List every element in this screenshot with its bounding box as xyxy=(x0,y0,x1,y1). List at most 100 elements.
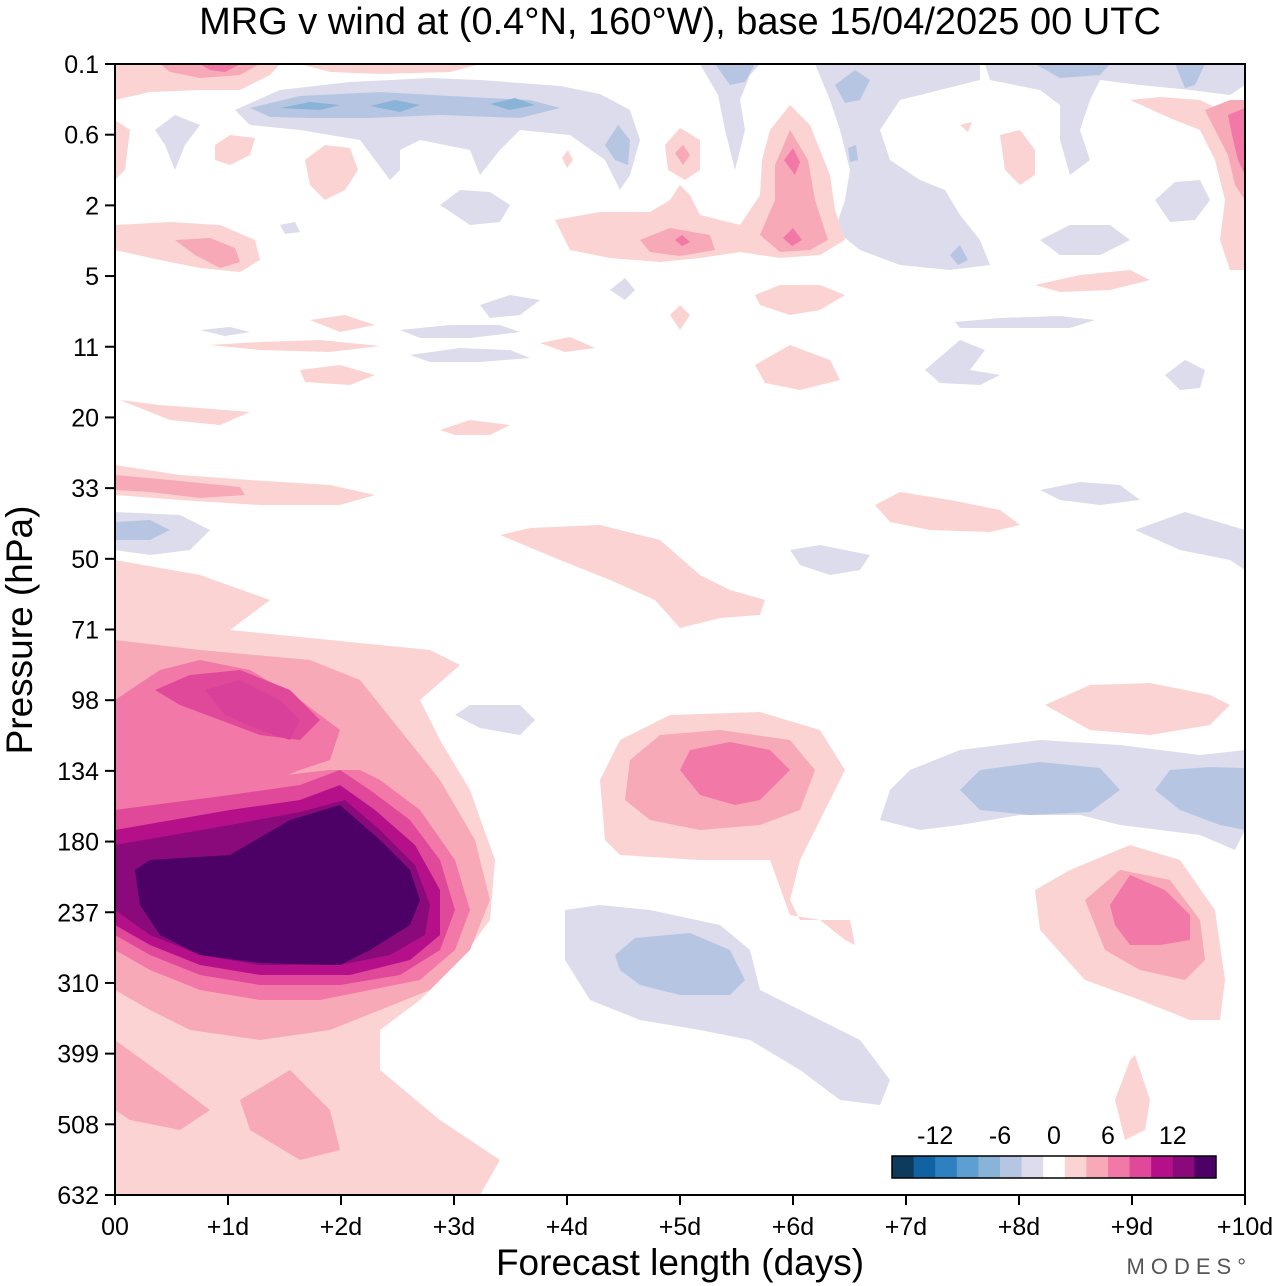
colorbar-swatch xyxy=(1000,1156,1023,1178)
contour-negative-2-small xyxy=(455,705,535,735)
colorbar-swatch xyxy=(913,1156,936,1178)
contour-positive-2-upper xyxy=(960,122,972,132)
contour-negative-4-upper xyxy=(950,245,968,265)
colorbar-tick-label: 0 xyxy=(1047,1122,1061,1150)
contour-negative-2-small xyxy=(1040,482,1140,505)
x-tick-label: +10d xyxy=(1217,1213,1273,1241)
x-tick-label: +2d xyxy=(320,1213,362,1241)
y-tick-label: 134 xyxy=(57,758,99,786)
colorbar-tick-label: -6 xyxy=(989,1122,1011,1150)
y-tick-label: 180 xyxy=(57,829,99,857)
colorbar-swatch xyxy=(1108,1156,1131,1178)
contour-positive-2-streak xyxy=(755,285,845,315)
contour-negative-2-upper xyxy=(280,222,300,234)
y-tick-label: 508 xyxy=(57,1111,99,1139)
colorbar-swatch xyxy=(1064,1156,1087,1178)
contour-negative-2-streak xyxy=(400,325,520,338)
contour-positive-2-upper xyxy=(1000,130,1035,185)
contour-positive-6-upper xyxy=(783,228,802,246)
colorbar: -12 -6 0 6 12 xyxy=(891,1122,1217,1179)
contour-positive-2-upper xyxy=(305,145,358,200)
x-tick-label: +6d xyxy=(772,1213,814,1241)
contour-negative-2-upper xyxy=(1155,180,1210,222)
contour-positive-4-streak xyxy=(115,475,245,498)
contour-negative-2-small xyxy=(1135,512,1245,570)
contour-positive-2-upper xyxy=(562,150,573,168)
contour-positive-6-upper xyxy=(200,64,240,72)
y-axis: 0.1 0.6 2 5 11 20 33 50 71 98 134 180 237 310 399 508 63… xyxy=(57,51,115,1210)
contour-positive-2-streak xyxy=(210,340,380,352)
contour-negative-4-right xyxy=(960,762,1120,815)
contour-negative-4-upper xyxy=(1035,64,1110,78)
x-tick-label: +5d xyxy=(659,1213,701,1241)
contour-positive-4-upper xyxy=(675,145,690,165)
y-tick-label: 310 xyxy=(57,970,99,998)
contour-negative-2-upper xyxy=(985,64,1245,175)
contour-negative-4-small xyxy=(115,520,170,540)
x-tick-label: +4d xyxy=(546,1213,588,1241)
x-tick-label: +9d xyxy=(1111,1213,1153,1241)
contour-negative-6-upper xyxy=(370,100,420,112)
y-tick-label: 0.1 xyxy=(64,51,99,79)
x-tick-label: +3d xyxy=(433,1213,475,1241)
y-tick-label: 237 xyxy=(57,899,99,927)
x-axis: 00 +1d +2d +3d +4d +5d +6d +7d +8d +9d +10d xyxy=(101,1195,1273,1241)
contour-negative-2-upper xyxy=(1040,225,1130,255)
contour-positive-2-upper xyxy=(300,64,480,74)
contour-negative-6-upper xyxy=(280,102,340,110)
contour-positive-6-upper xyxy=(675,235,690,246)
colorbar-swatch xyxy=(956,1156,979,1178)
x-tick-label: 00 xyxy=(101,1213,129,1241)
colorbar-swatch xyxy=(1043,1156,1066,1178)
contour-positive-2-streak xyxy=(310,315,375,332)
contour-positive-14-core xyxy=(135,805,420,965)
x-tick-label: +1d xyxy=(207,1213,249,1241)
y-tick-label: 71 xyxy=(71,617,99,645)
colorbar-swatch xyxy=(1194,1156,1217,1178)
colorbar-frame xyxy=(891,1155,1217,1179)
colorbar-swatch xyxy=(1172,1156,1195,1178)
contour-negative-4-right xyxy=(1155,767,1245,830)
colorbar-tick-label: 12 xyxy=(1159,1122,1187,1150)
contour-negative-2-small xyxy=(790,545,870,575)
contour-negative-2-upper xyxy=(440,190,510,225)
y-tick-label: 20 xyxy=(71,404,99,432)
modes-logo: MODES° xyxy=(1127,1254,1252,1279)
contour-negative-6-upper xyxy=(490,98,535,110)
contour-field xyxy=(115,64,1245,1195)
colorbar-swatch xyxy=(1151,1156,1174,1178)
contour-positive-2-streak xyxy=(540,337,595,352)
colorbar-tick-label: 6 xyxy=(1101,1122,1115,1150)
x-tick-label: +7d xyxy=(885,1213,927,1241)
contour-positive-2-right xyxy=(1045,683,1230,735)
contour-negative-4-mid xyxy=(615,933,745,995)
contour-negative-2-upper xyxy=(155,115,200,170)
contour-negative-2-upper xyxy=(235,78,640,190)
contour-positive-2-right xyxy=(1115,1055,1150,1140)
y-axis-label: Pressure (hPa) xyxy=(0,506,40,755)
contour-positive-6-upper xyxy=(1228,108,1245,175)
contour-negative-4-upper xyxy=(605,125,630,165)
contour-positive-2-streak xyxy=(440,420,510,435)
contour-negative-2-upper xyxy=(815,64,990,270)
y-tick-label: 632 xyxy=(57,1182,99,1210)
contour-negative-2-streak xyxy=(925,340,1000,385)
contour-positive-2-streak xyxy=(120,400,250,425)
contour-positive-2-streak xyxy=(875,492,1020,532)
contour-positive-2-upper xyxy=(215,135,255,165)
contour-positive-6-mid xyxy=(680,742,790,805)
contour-positive-2-streak xyxy=(300,365,375,385)
y-tick-label: 399 xyxy=(57,1041,99,1069)
contour-negative-2-streak xyxy=(200,327,250,336)
contour-negative-2-streak xyxy=(1165,360,1205,390)
contour-positive-4-lowlevel xyxy=(240,1070,340,1160)
contour-positive-4-upper xyxy=(175,238,240,268)
colorbar-swatch xyxy=(1129,1156,1152,1178)
contour-positive-6-upper xyxy=(784,148,800,175)
colorbar-swatch xyxy=(1021,1156,1044,1178)
contour-positive-4-lowlevel xyxy=(115,1040,210,1130)
y-tick-label: 11 xyxy=(73,334,99,362)
contour-negative-2-streak xyxy=(610,278,635,300)
contour-negative-4-upper xyxy=(835,70,870,103)
